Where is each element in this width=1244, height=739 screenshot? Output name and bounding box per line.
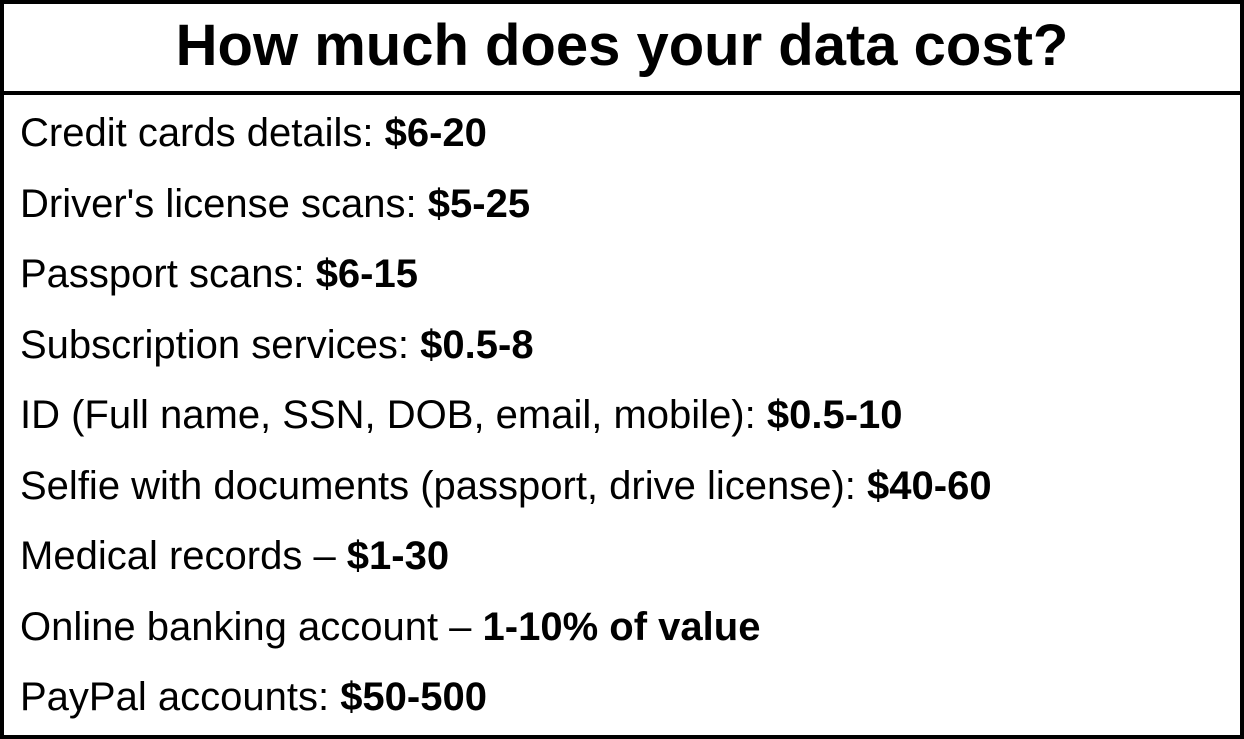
data-row: Medical records – $1-30: [20, 532, 1224, 580]
page-title: How much does your data cost?: [4, 12, 1240, 79]
row-value: 1-10% of value: [483, 605, 761, 649]
row-value: $5-25: [428, 182, 530, 226]
row-value: $1-30: [347, 534, 449, 578]
table-header: How much does your data cost?: [4, 4, 1240, 95]
data-cost-table: How much does your data cost? Credit car…: [0, 0, 1244, 739]
data-row: Online banking account – 1-10% of value: [20, 603, 1224, 651]
row-value: $6-20: [385, 111, 487, 155]
row-label: Credit cards details:: [20, 111, 385, 155]
row-label: PayPal accounts:: [20, 675, 340, 719]
row-label: Subscription services:: [20, 323, 420, 367]
row-label: Selfie with documents (passport, drive l…: [20, 464, 867, 508]
data-row: Selfie with documents (passport, drive l…: [20, 462, 1224, 510]
data-row: Subscription services: $0.5-8: [20, 321, 1224, 369]
table-body: Credit cards details: $6-20 Driver's lic…: [4, 95, 1240, 735]
data-row: Driver's license scans: $5-25: [20, 180, 1224, 228]
row-label: Online banking account –: [20, 605, 483, 649]
row-value: $0.5-10: [767, 393, 903, 437]
data-row: Passport scans: $6-15: [20, 250, 1224, 298]
row-value: $50-500: [340, 675, 487, 719]
row-value: $6-15: [316, 252, 418, 296]
row-value: $0.5-8: [420, 323, 533, 367]
row-label: Driver's license scans:: [20, 182, 428, 226]
row-value: $40-60: [867, 464, 992, 508]
row-label: Passport scans:: [20, 252, 316, 296]
data-row: Credit cards details: $6-20: [20, 109, 1224, 157]
data-row: PayPal accounts: $50-500: [20, 673, 1224, 721]
data-row: ID (Full name, SSN, DOB, email, mobile):…: [20, 391, 1224, 439]
row-label: ID (Full name, SSN, DOB, email, mobile):: [20, 393, 767, 437]
row-label: Medical records –: [20, 534, 347, 578]
